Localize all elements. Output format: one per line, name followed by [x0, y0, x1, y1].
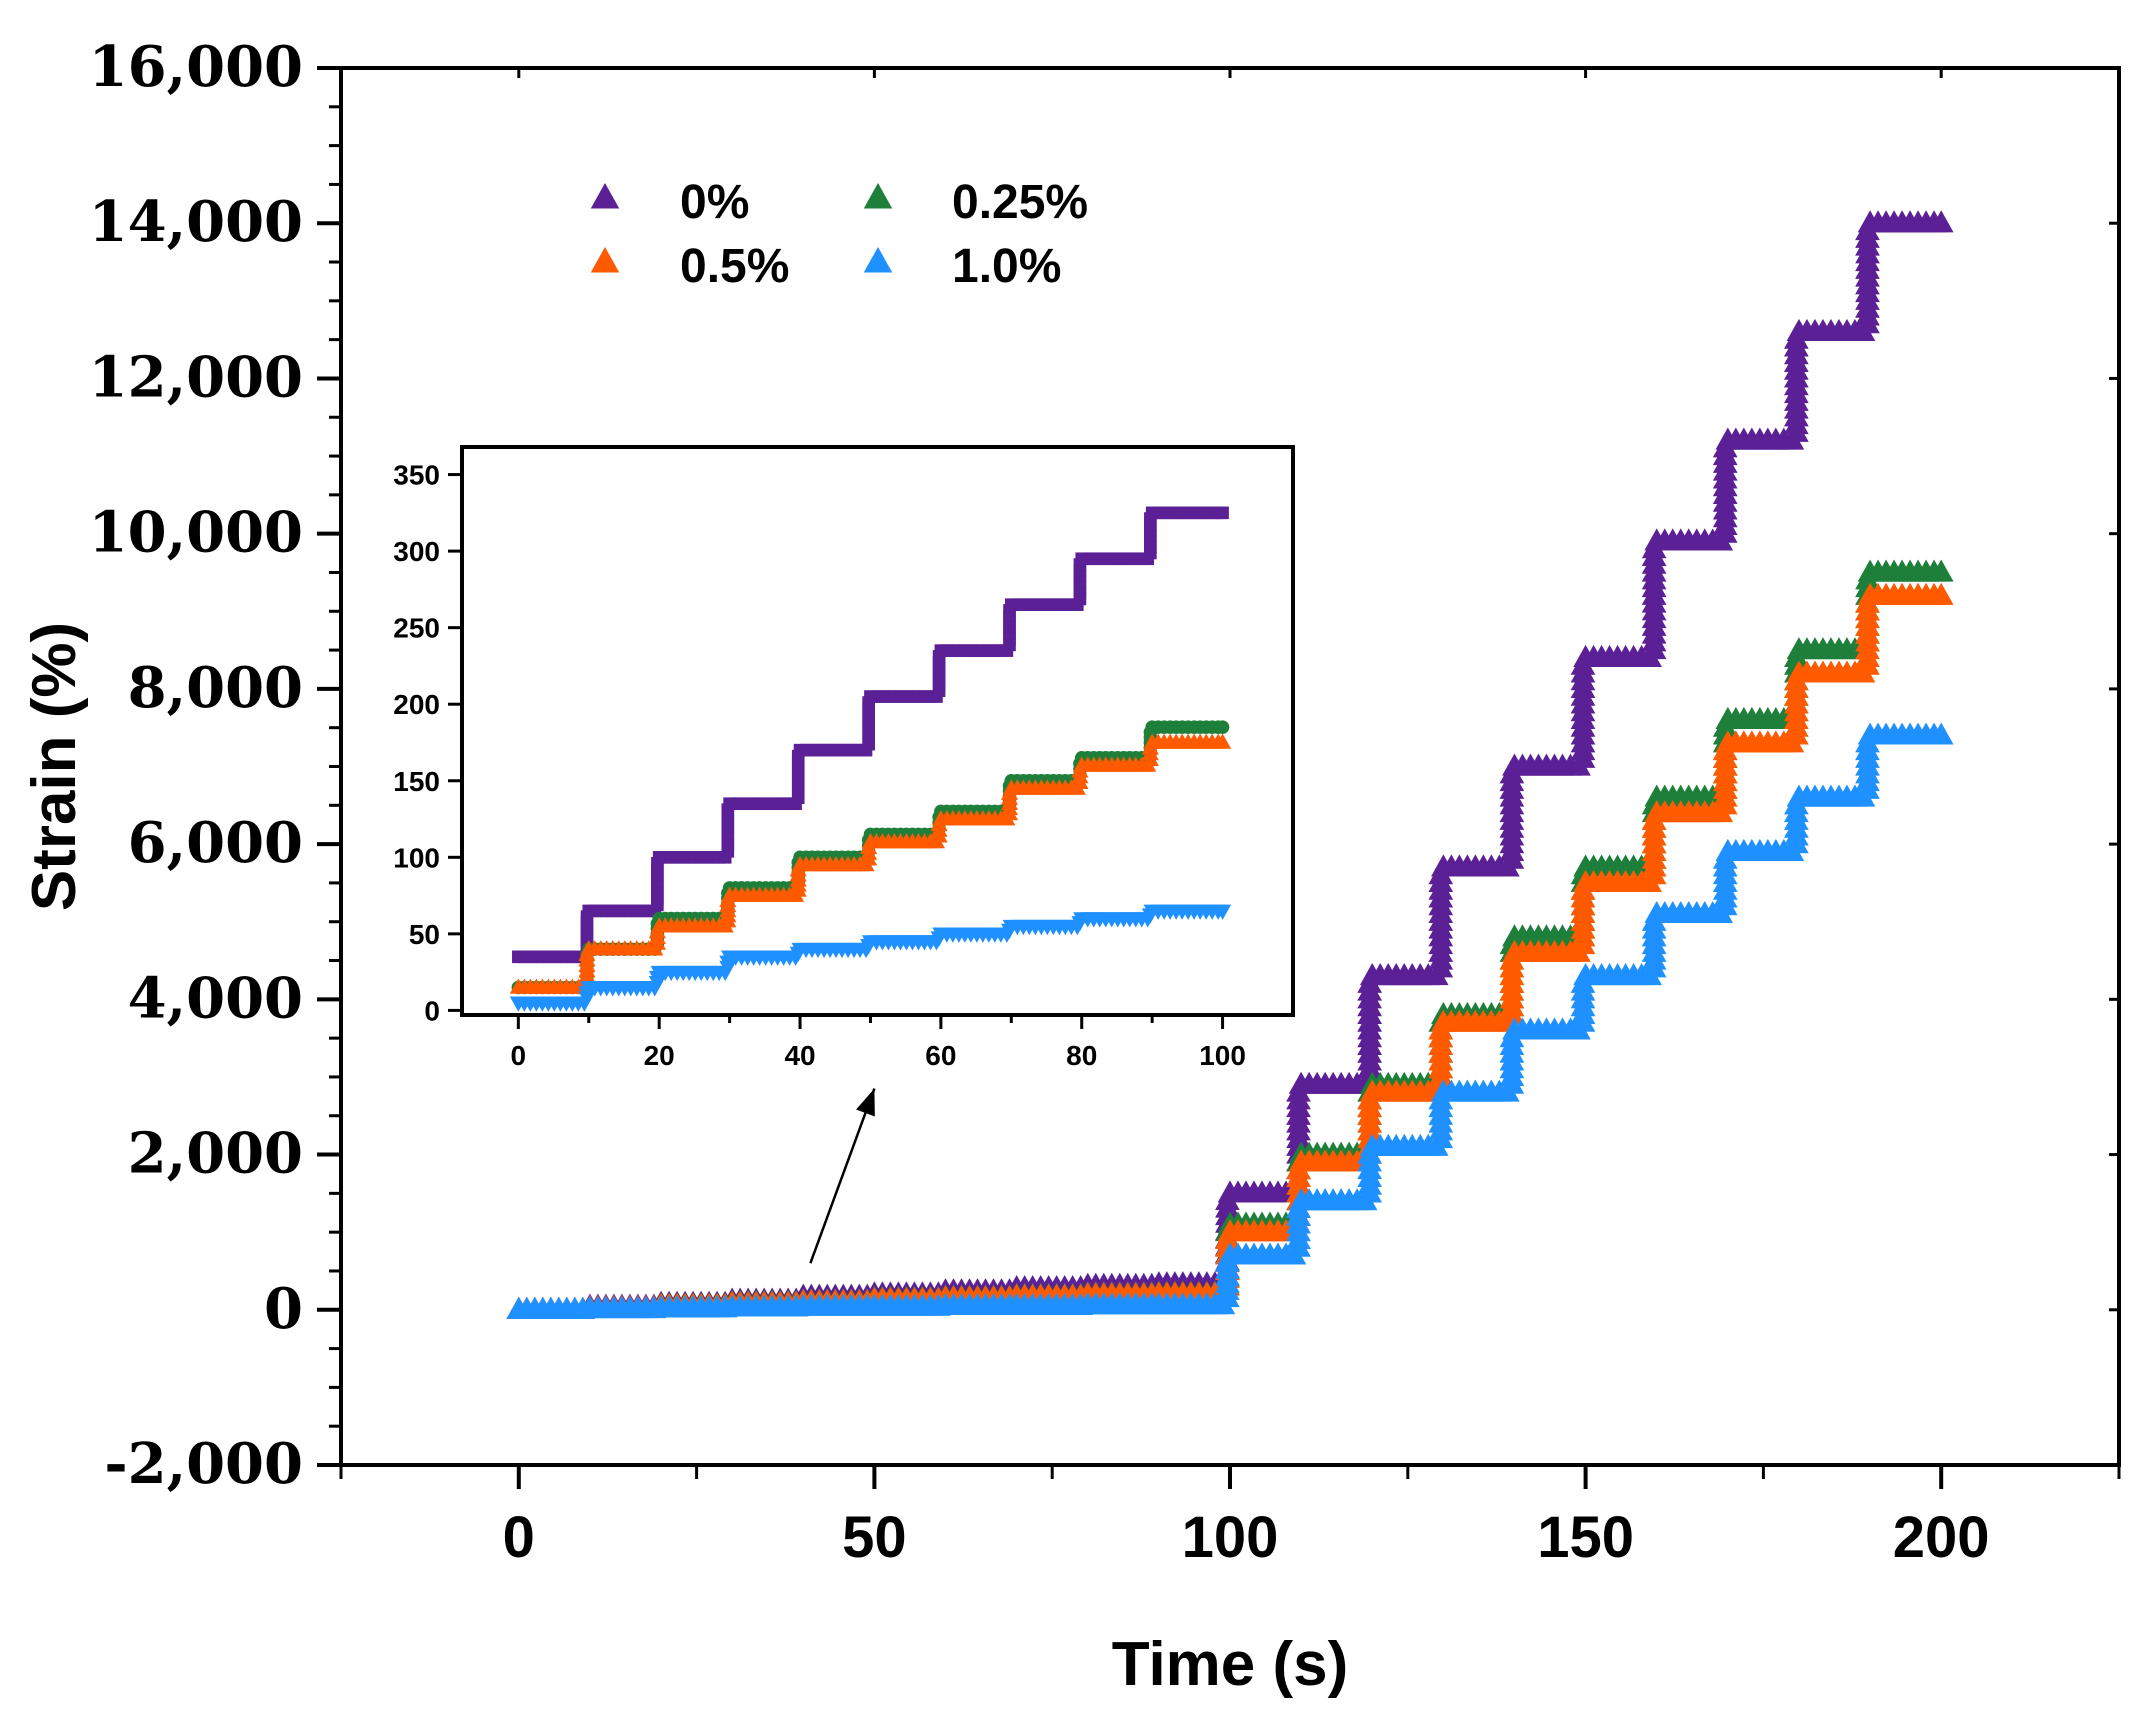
inset-series-0-point-187 [1216, 506, 1229, 520]
y-tick-label: 14,000 [89, 189, 303, 255]
legend-label-3: 1.0% [952, 240, 1061, 293]
main-series-1-point-263 [1928, 559, 1954, 582]
inset-x-tick-label: 20 [644, 1040, 675, 1071]
main-series-2-point-260 [1928, 582, 1954, 605]
inset-series-2 [509, 733, 1232, 994]
y-axis-title: Strain (%) [20, 622, 89, 911]
y-tick-label: 12,000 [89, 344, 303, 410]
annotations [809, 1088, 876, 1264]
y-tick-label: 10,000 [89, 500, 303, 566]
y-tick-label: 6,000 [128, 810, 303, 876]
inset-y-tick-label: 100 [393, 842, 440, 873]
inset-y-tick-label: 300 [393, 536, 440, 567]
legend-marker-1 [863, 183, 893, 209]
inset-series-2-point-156 [1214, 733, 1232, 749]
inset-arrow-head [856, 1088, 875, 1117]
x-axis-title: Time (s) [1112, 1630, 1349, 1699]
x-tick-label: 100 [1182, 1505, 1279, 1570]
legend-marker-3 [863, 247, 893, 273]
inset-y-tick-label: 200 [393, 689, 440, 720]
main-series-3-point-244 [1928, 722, 1954, 745]
legend: 0% 0.25% 0.5% 1.0% [590, 176, 1088, 293]
inset-arrow-line [809, 1088, 876, 1264]
y-tick-label: 16,000 [89, 34, 303, 100]
inset-data-marks [509, 506, 1232, 1012]
y-tick-label: 0 [264, 1276, 303, 1342]
inset-x-tick-label: 100 [1199, 1040, 1246, 1071]
legend-marker-2 [590, 247, 620, 273]
inset-series-3-point-132 [1214, 904, 1232, 920]
inset-y-tick-label: 0 [424, 995, 440, 1026]
inset-series-3 [509, 904, 1232, 1012]
x-tick-label: 150 [1537, 1505, 1634, 1570]
inset-y-tick-label: 350 [393, 460, 440, 491]
x-tick-label: 200 [1893, 1505, 1990, 1570]
x-tick-label: 0 [503, 1505, 535, 1570]
inset-y-tick-label: 250 [393, 613, 440, 644]
main-series-0-point-307 [1928, 210, 1954, 233]
x-tick-label: 50 [842, 1505, 907, 1570]
main-series-3 [506, 722, 1954, 1319]
y-tick-label: 8,000 [128, 655, 303, 721]
main-data-marks [506, 210, 1954, 1319]
inset-y-tick-label: 50 [409, 919, 440, 950]
inset-x-tick-label: 0 [511, 1040, 527, 1071]
y-tick-label: -2,000 [104, 1431, 303, 1497]
y-tick-label: 2,000 [128, 1121, 303, 1187]
legend-label-0: 0% [680, 176, 749, 229]
legend-label-1: 0.25% [952, 176, 1088, 229]
inset-y-tick-label: 150 [393, 766, 440, 797]
legend-label-2: 0.5% [680, 240, 789, 293]
y-tick-label: 4,000 [128, 965, 303, 1031]
inset-x-tick-label: 80 [1066, 1040, 1097, 1071]
legend-marker-0 [590, 183, 620, 209]
inset-series-1-point-160 [1215, 720, 1230, 734]
inset-chart: 0 50 100 150 200 250 300 350 0 20 40 60 80 100 [393, 445, 1295, 1071]
main-axes: -2,000 0 2,000 4,000 6,000 8,000 10,000 12,000 1… [20, 34, 2121, 1699]
inset-series-0 [512, 506, 1229, 964]
inset-x-tick-label: 60 [925, 1040, 956, 1071]
inset-x-tick-label: 40 [784, 1040, 815, 1071]
